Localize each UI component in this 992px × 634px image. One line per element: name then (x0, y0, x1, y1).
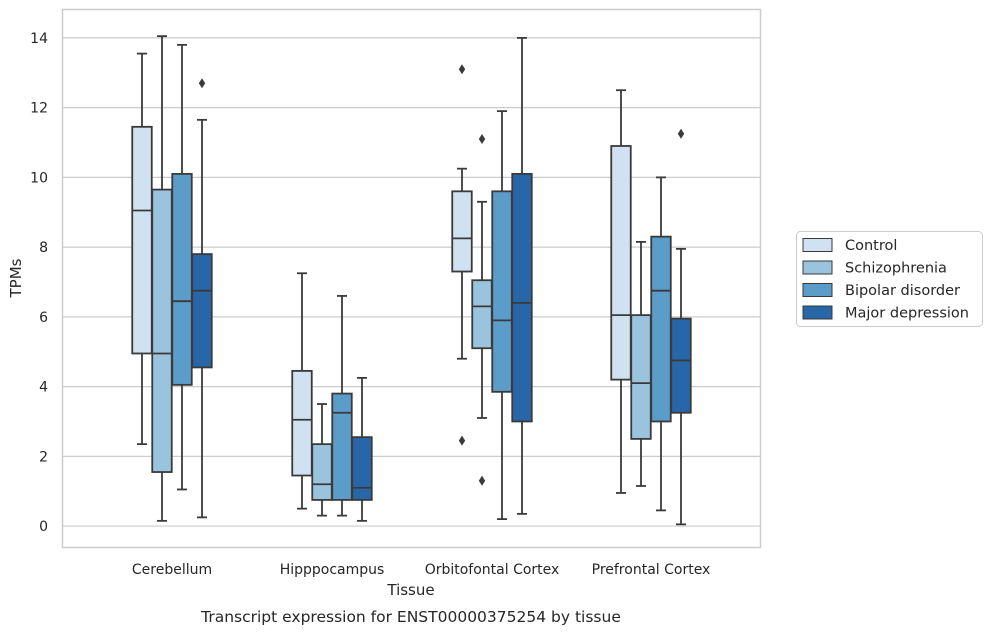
box-bipolar-disorder-hipppocampus (331, 295, 353, 517)
box-bipolar-disorder-orbitofontal-cortex (491, 110, 513, 521)
legend-label: Schizophrenia (845, 261, 947, 277)
box-iqr (650, 235, 672, 423)
x-tick-label: Cerebellum (132, 562, 212, 578)
x-axis-title: Tissue (386, 581, 434, 599)
box-iqr (351, 436, 373, 501)
box-iqr (191, 253, 213, 369)
box-iqr (610, 145, 632, 381)
legend-frame (796, 231, 983, 327)
box-iqr (291, 370, 313, 477)
box-groups (131, 35, 692, 526)
box-major-depression-orbitofontal-cortex (511, 36, 533, 515)
legend-swatch (802, 283, 833, 297)
legend: Control Schizophrenia Bipolar disorder Majo… (796, 231, 983, 327)
x-tick-label: Hipppocampus (280, 562, 385, 578)
box-iqr (471, 279, 493, 350)
box-control-hipppocampus (291, 272, 313, 510)
y-tick-label: 6 (39, 310, 48, 326)
legend-swatch (802, 260, 833, 275)
box-iqr (670, 317, 692, 414)
outlier-point (478, 475, 486, 486)
x-tick-label: Prefrontal Cortex (592, 562, 711, 578)
box-bipolar-disorder-cerebellum (171, 43, 193, 491)
box-iqr (511, 172, 533, 423)
outlier-point (458, 64, 466, 75)
box-control-prefrontal-cortex (610, 89, 632, 494)
y-tick-labels: 0 2 4 6 8 10 12 14 (30, 31, 48, 535)
outlier-point (478, 134, 486, 145)
legend-swatch (802, 238, 833, 252)
y-axis-title: TPMs (7, 258, 25, 298)
box-bipolar-disorder-prefrontal-cortex (650, 176, 672, 512)
legend-label: Control (845, 238, 897, 254)
box-major-depression-prefrontal-cortex (670, 128, 692, 526)
chart-caption: Transcript expression for ENST0000037525… (200, 608, 621, 626)
box-iqr (131, 125, 153, 355)
legend-label: Major depression (845, 306, 969, 322)
y-tick-label: 8 (39, 240, 48, 256)
box-schizophrenia-cerebellum (151, 35, 173, 522)
box-iqr (311, 443, 333, 501)
box-schizophrenia-orbitofontal-cortex (471, 134, 493, 486)
box-iqr (331, 392, 353, 501)
outlier-point (198, 78, 206, 89)
y-tick-label: 2 (39, 449, 48, 465)
y-tick-label: 14 (30, 31, 48, 47)
box-iqr (630, 314, 652, 440)
box-control-orbitofontal-cortex (451, 64, 473, 446)
box-iqr (171, 172, 193, 386)
box-schizophrenia-hipppocampus (311, 403, 333, 517)
box-schizophrenia-prefrontal-cortex (630, 240, 652, 487)
y-tick-label: 4 (39, 380, 48, 396)
box-iqr (491, 190, 513, 393)
y-tick-label: 0 (39, 519, 48, 535)
box-major-depression-cerebellum (191, 78, 213, 519)
legend-swatch (802, 305, 833, 320)
outlier-point (458, 435, 466, 446)
outlier-point (677, 128, 685, 139)
box-control-cerebellum (131, 52, 153, 446)
plot-frame (61, 8, 762, 549)
box-iqr (451, 190, 473, 273)
x-tick-label: Orbitofontal Cortex (425, 562, 560, 578)
box-major-depression-hipppocampus (351, 376, 373, 522)
y-tick-label: 10 (30, 170, 48, 186)
y-tick-label: 12 (30, 101, 48, 117)
legend-label: Bipolar disorder (845, 283, 960, 299)
x-tick-labels: Cerebellum Hipppocampus Orbitofontal Corte… (132, 562, 710, 578)
box-iqr (151, 188, 173, 473)
